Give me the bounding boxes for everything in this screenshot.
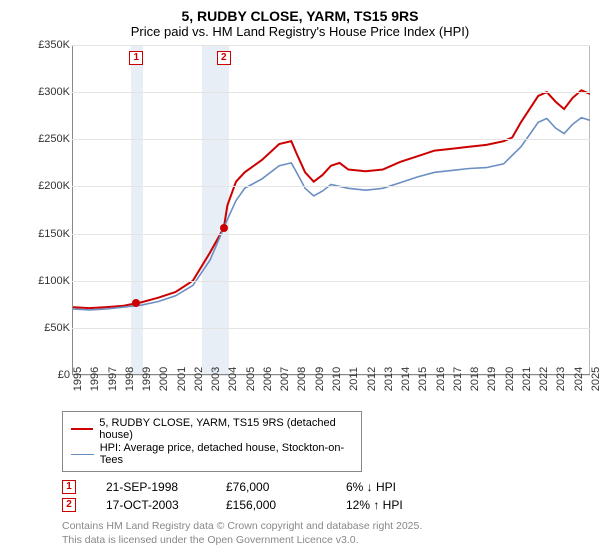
gridline: [72, 92, 590, 93]
sale-marker-icon: 1: [62, 480, 76, 494]
sale-price: £76,000: [226, 480, 316, 494]
y-tick-label: £350K: [30, 39, 70, 51]
sale-marker-box: 1: [129, 51, 143, 65]
sale-date: 21-SEP-1998: [106, 480, 196, 494]
legend-label: HPI: Average price, detached house, Stoc…: [100, 442, 353, 466]
y-tick-label: £100K: [30, 275, 70, 287]
gridline: [72, 328, 590, 329]
footer-line2: This data is licensed under the Open Gov…: [62, 534, 590, 548]
y-tick-label: £150K: [30, 228, 70, 240]
footer: Contains HM Land Registry data © Crown c…: [62, 520, 590, 547]
sale-marker-box: 2: [217, 51, 231, 65]
sale-delta: 12% ↑ HPI: [346, 498, 436, 512]
y-tick-label: £200K: [30, 180, 70, 192]
legend-label: 5, RUDBY CLOSE, YARM, TS15 9RS (detached…: [99, 417, 353, 441]
sale-delta: 6% ↓ HPI: [346, 480, 436, 494]
y-tick-label: £50K: [30, 322, 70, 334]
gridline: [72, 234, 590, 235]
legend-item: 5, RUDBY CLOSE, YARM, TS15 9RS (detached…: [71, 417, 353, 441]
y-axis: [72, 45, 73, 375]
gridline: [72, 186, 590, 187]
sale-marker-icon: 2: [62, 498, 76, 512]
sale-marker-dot: [132, 299, 140, 307]
chart: £0£50K£100K£150K£200K£250K£300K£350K 199…: [30, 45, 590, 405]
x-tick-label: 2025: [590, 367, 600, 391]
chart-lines: [72, 45, 590, 375]
chart-title-sub: Price paid vs. HM Land Registry's House …: [10, 24, 590, 39]
y-tick-label: £0: [30, 369, 70, 381]
legend-item: HPI: Average price, detached house, Stoc…: [71, 442, 353, 466]
y-tick-label: £250K: [30, 133, 70, 145]
legend-swatch: [71, 428, 93, 430]
sale-row: 1 21-SEP-1998 £76,000 6% ↓ HPI: [62, 480, 590, 494]
legend: 5, RUDBY CLOSE, YARM, TS15 9RS (detached…: [62, 411, 362, 472]
sale-price: £156,000: [226, 498, 316, 512]
series-line: [72, 90, 590, 308]
gridline: [72, 139, 590, 140]
gridline: [72, 45, 590, 46]
sale-date: 17-OCT-2003: [106, 498, 196, 512]
gridline: [72, 281, 590, 282]
sale-row: 2 17-OCT-2003 £156,000 12% ↑ HPI: [62, 498, 590, 512]
footer-line1: Contains HM Land Registry data © Crown c…: [62, 520, 590, 534]
chart-title-address: 5, RUDBY CLOSE, YARM, TS15 9RS: [10, 8, 590, 24]
sales-table: 1 21-SEP-1998 £76,000 6% ↓ HPI 2 17-OCT-2003 £…: [62, 480, 590, 512]
sale-marker-dot: [220, 224, 228, 232]
y-tick-label: £300K: [30, 86, 70, 98]
legend-swatch: [71, 454, 94, 455]
